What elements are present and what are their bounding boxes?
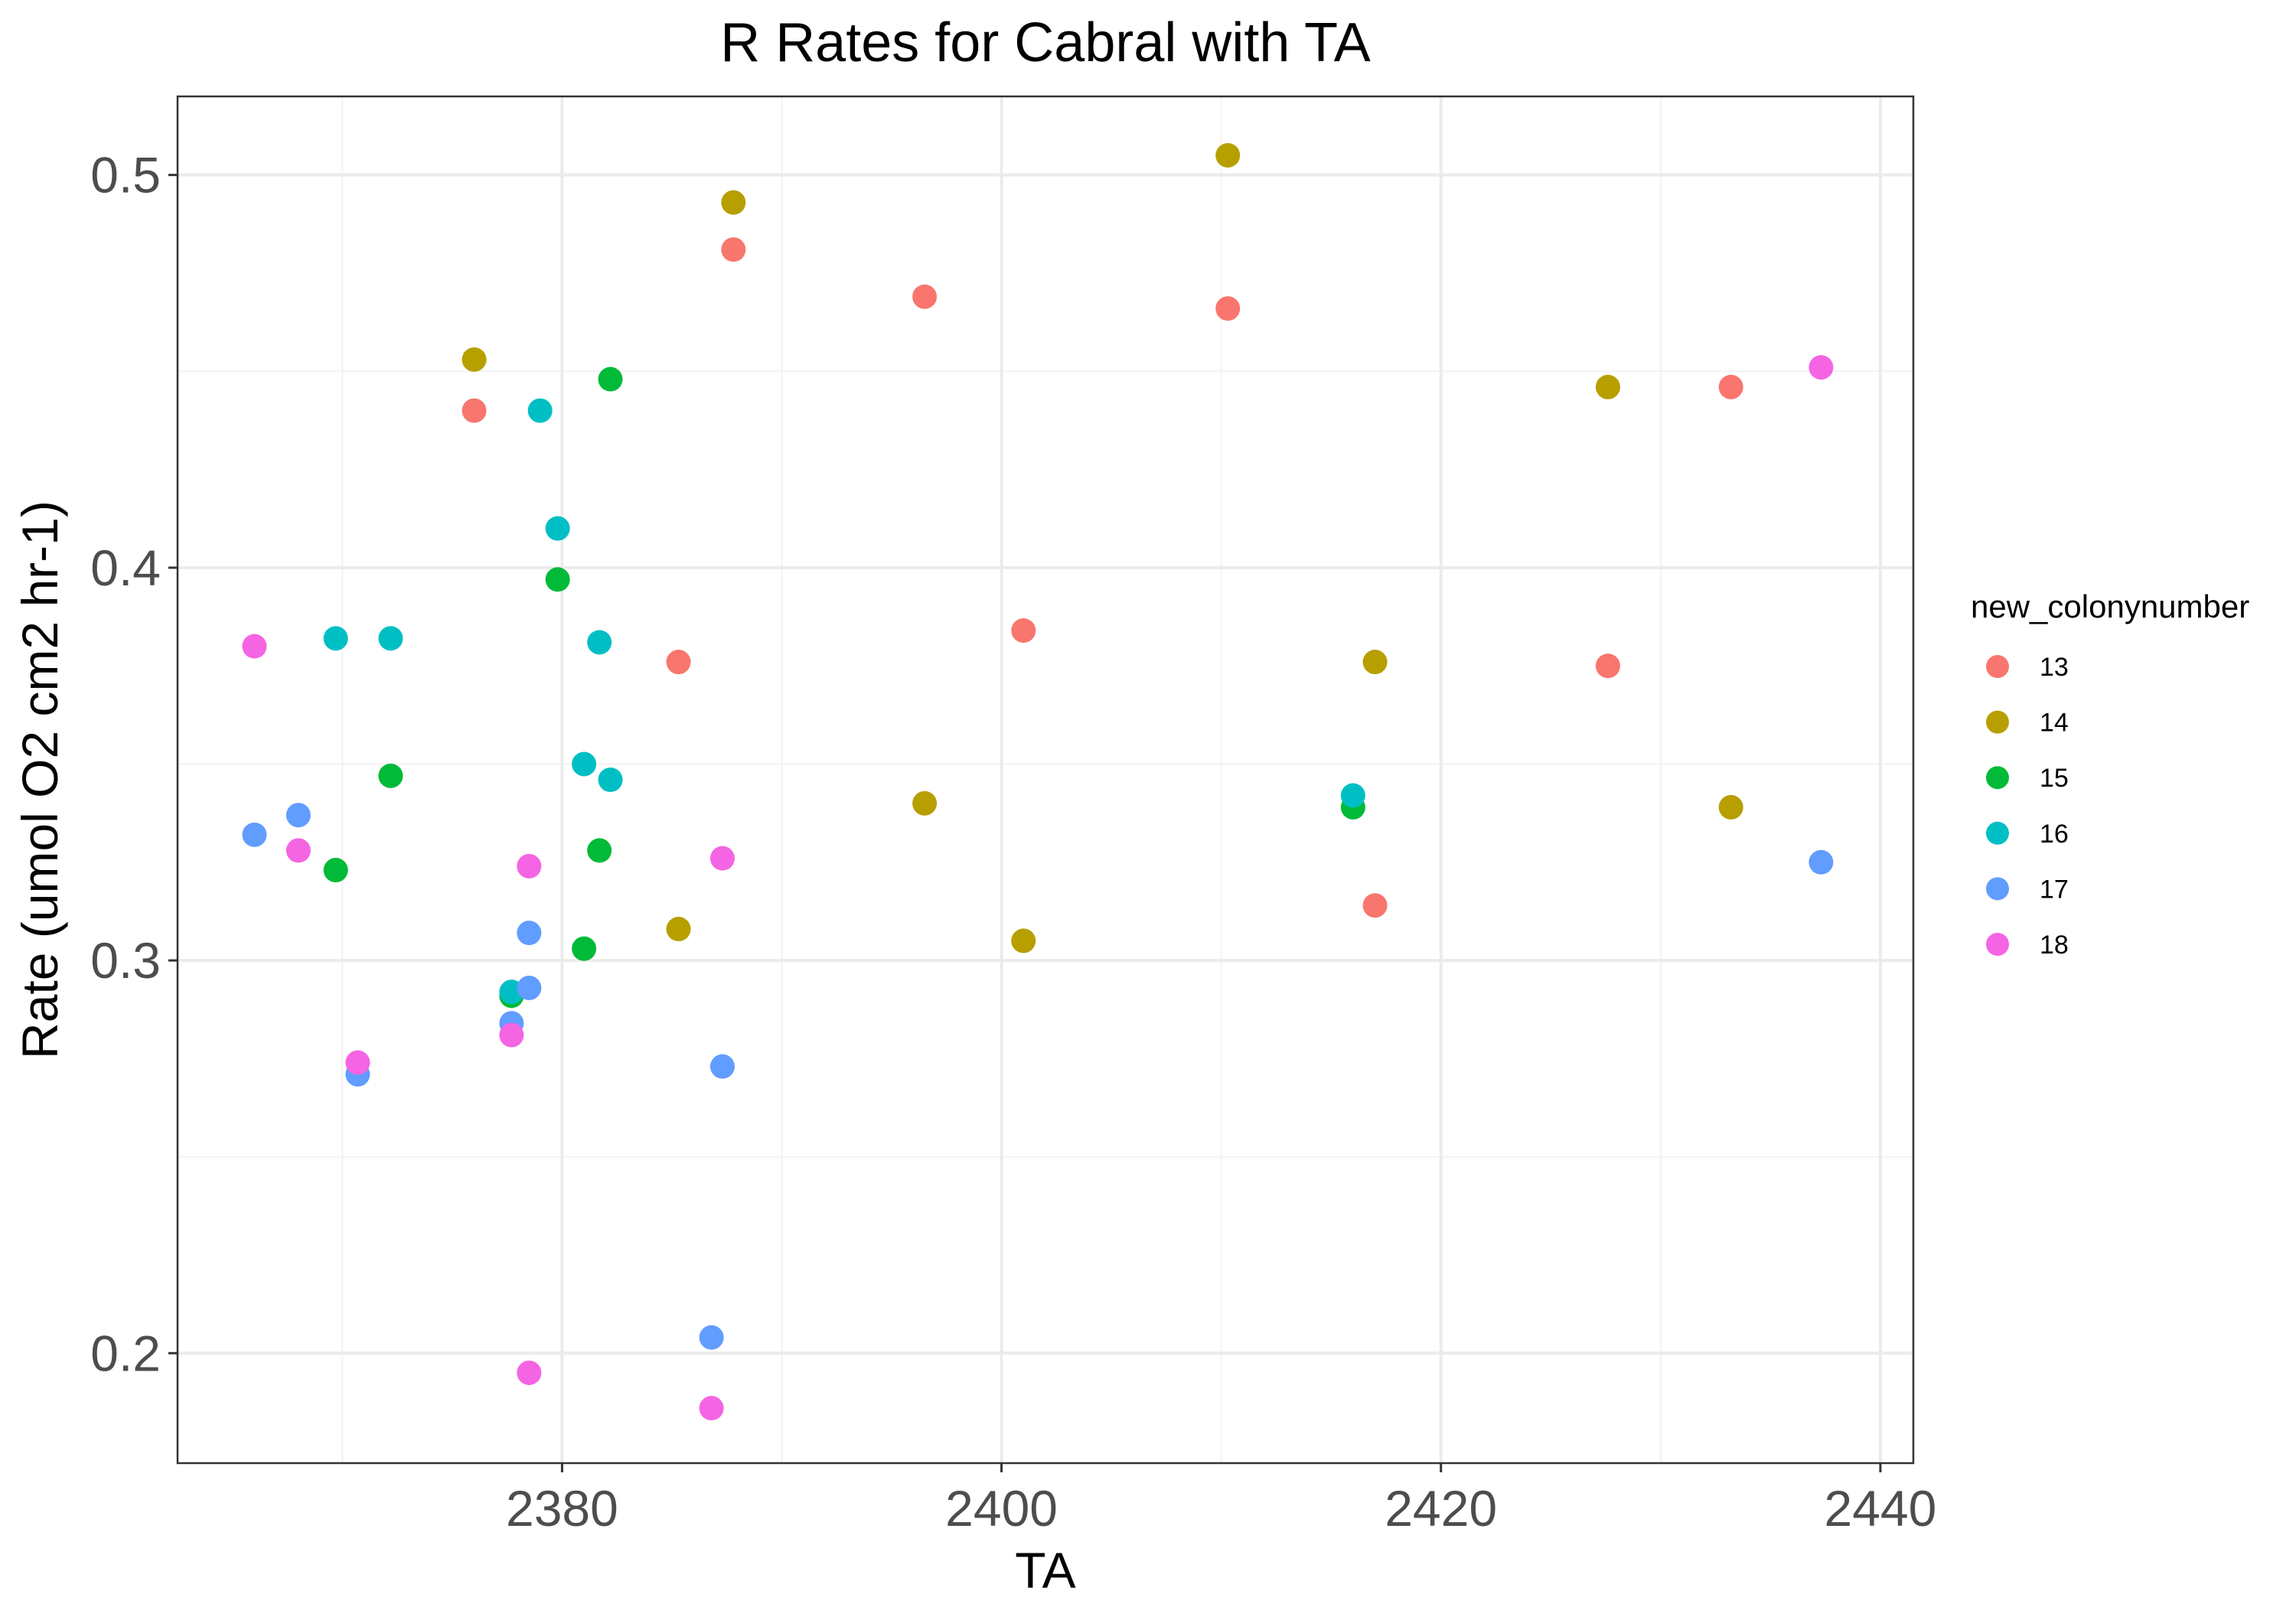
- data-point-colony-16: [378, 626, 403, 651]
- data-point-colony-13: [666, 650, 691, 675]
- data-point-colony-15: [598, 367, 623, 392]
- y-tick-label: 0.5: [90, 147, 161, 204]
- data-point-colony-16: [527, 398, 553, 423]
- data-point-colony-15: [323, 858, 348, 883]
- data-point-colony-16: [545, 516, 570, 541]
- data-point-colony-17: [242, 822, 267, 847]
- legend-label-colony-14: 14: [2040, 709, 2069, 738]
- legend-label-colony-13: 13: [2040, 653, 2069, 682]
- data-point-colony-13: [461, 398, 487, 423]
- data-point-colony-17: [517, 921, 542, 946]
- data-point-colony-18: [699, 1396, 724, 1421]
- data-point-colony-13: [1215, 296, 1241, 321]
- data-point-colony-14: [1718, 794, 1743, 820]
- data-point-colony-13: [1362, 893, 1388, 918]
- data-point-colony-17: [699, 1325, 724, 1350]
- x-tick-label: 2400: [945, 1480, 1058, 1537]
- data-point-colony-18: [1808, 355, 1834, 380]
- grid-lines: [178, 96, 1913, 1463]
- data-point-colony-15: [545, 567, 570, 592]
- data-point-colony-16: [1340, 783, 1365, 808]
- data-point-colony-14: [1011, 928, 1036, 953]
- legend-label-colony-17: 17: [2040, 875, 2069, 904]
- legend-title: new_colonynumber: [1971, 588, 2249, 624]
- legend-key-colony-15: [1986, 766, 2009, 790]
- data-point-colony-14: [721, 190, 746, 215]
- data-point-colony-14: [1215, 142, 1241, 168]
- data-point-colony-13: [721, 237, 746, 262]
- data-point-colony-13: [1718, 374, 1743, 399]
- y-tick-label: 0.4: [90, 539, 161, 596]
- data-point-colony-17: [1808, 849, 1834, 875]
- data-point-colony-18: [517, 1360, 542, 1385]
- data-point-colony-16: [587, 630, 612, 655]
- data-point-colony-14: [666, 917, 691, 942]
- data-point-colony-18: [517, 853, 542, 878]
- data-points: [242, 142, 1834, 1421]
- data-point-colony-14: [912, 790, 938, 816]
- legend-label-colony-16: 16: [2040, 820, 2069, 849]
- data-point-colony-16: [598, 768, 623, 792]
- y-axis-title: Rate (umol O2 cm2 hr-1): [11, 500, 68, 1059]
- legend-key-colony-18: [1986, 933, 2009, 956]
- data-point-colony-15: [587, 838, 612, 863]
- y-tick-label: 0.3: [90, 932, 161, 989]
- data-point-colony-18: [285, 838, 311, 863]
- y-tick-label: 0.2: [90, 1325, 161, 1381]
- data-point-colony-17: [709, 1054, 735, 1079]
- data-point-colony-14: [1362, 650, 1388, 675]
- data-point-colony-16: [572, 751, 597, 777]
- x-axis-title: TA: [1015, 1542, 1075, 1599]
- plot-panel-border: [176, 95, 1915, 1465]
- data-point-colony-13: [1011, 618, 1036, 643]
- legend-items: 13 14 15 16 17 18: [1986, 653, 2069, 960]
- legend-key-colony-13: [1986, 655, 2009, 678]
- x-tick-label: 2380: [506, 1480, 618, 1537]
- legend-key-colony-17: [1986, 877, 2009, 901]
- data-point-colony-18: [709, 846, 735, 871]
- data-point-colony-17: [285, 803, 311, 828]
- legend-key-colony-16: [1986, 821, 2009, 845]
- x-tick-label: 2440: [1825, 1480, 1937, 1537]
- data-point-colony-18: [345, 1050, 370, 1075]
- data-point-colony-13: [1595, 654, 1620, 679]
- x-tick-label: 2420: [1384, 1480, 1497, 1537]
- data-point-colony-16: [323, 626, 348, 651]
- data-point-colony-14: [1595, 374, 1620, 399]
- chart-title: R Rates for Cabral with TA: [720, 12, 1371, 73]
- data-point-colony-14: [461, 347, 487, 372]
- axis-ticks: 2380 2400 2420 2440 0.2 0.3 0.4 0.5: [90, 147, 1936, 1537]
- data-point-colony-15: [378, 763, 403, 788]
- data-point-colony-15: [572, 936, 597, 961]
- data-point-colony-18: [499, 1022, 524, 1048]
- data-point-colony-18: [242, 634, 267, 659]
- legend-key-colony-14: [1986, 710, 2009, 734]
- legend-label-colony-18: 18: [2040, 931, 2069, 960]
- data-point-colony-13: [912, 284, 938, 309]
- data-point-colony-17: [517, 976, 542, 1001]
- legend: new_colonynumber 13 14 15 16 17 18: [1971, 588, 2249, 960]
- legend-label-colony-15: 15: [2040, 764, 2069, 793]
